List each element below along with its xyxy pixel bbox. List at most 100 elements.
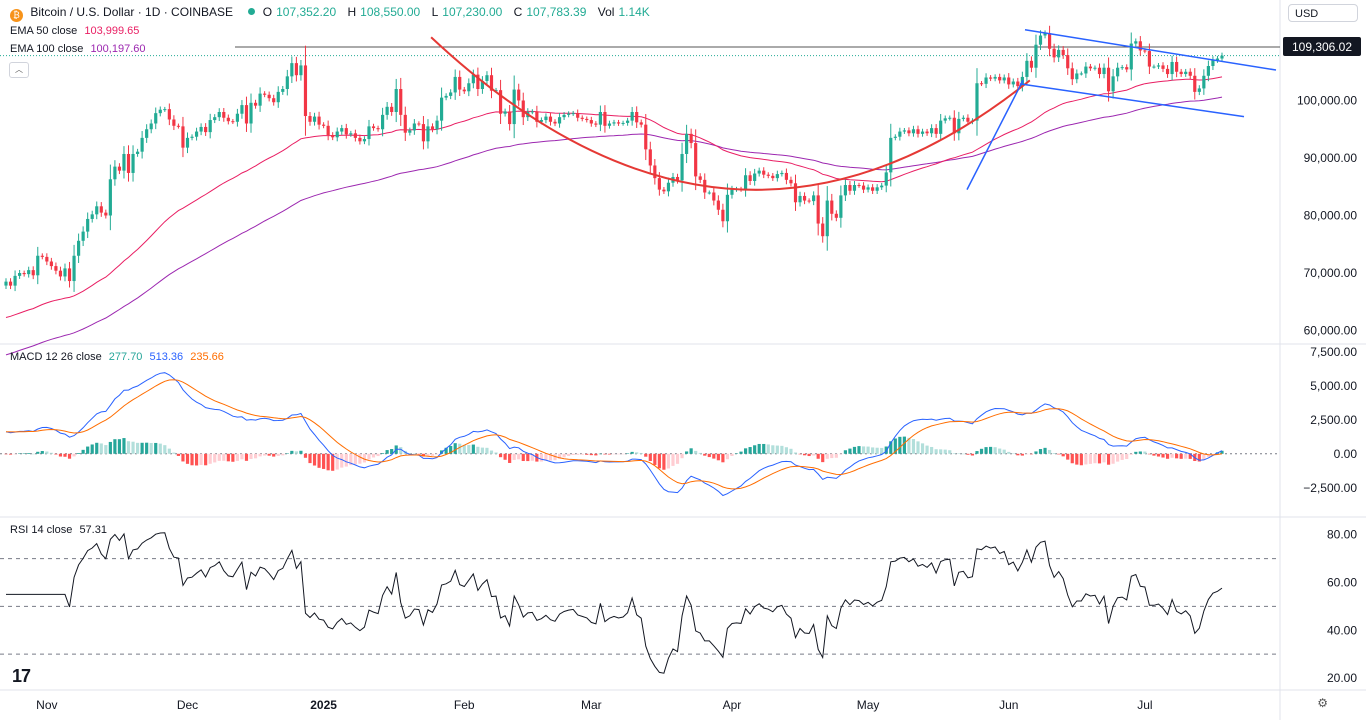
candle-body — [249, 102, 253, 124]
candle-body — [217, 112, 221, 118]
x-axis-label: Apr — [723, 698, 742, 712]
candle-body — [1170, 61, 1174, 75]
macd-histogram-bar — [140, 442, 144, 454]
candle-body — [861, 185, 866, 190]
macd-histogram-bar — [494, 452, 498, 454]
macd-histogram-bar — [930, 446, 934, 454]
candle-body — [208, 120, 212, 133]
candle-body — [1125, 67, 1129, 70]
macd-histogram-bar — [734, 453, 739, 454]
macd-histogram-bar — [1143, 451, 1147, 454]
candle-body — [911, 129, 916, 134]
macd-histogram-bar — [131, 441, 135, 454]
ema50-label: EMA 50 close — [10, 25, 78, 37]
macd-histogram-bar — [589, 453, 593, 456]
candle-body — [435, 120, 439, 130]
macd-histogram-bar — [512, 453, 516, 460]
macd-histogram-bar — [322, 453, 326, 469]
candle-body — [1120, 67, 1124, 69]
candle-body — [1052, 48, 1056, 58]
macd-histogram-bar — [263, 453, 267, 456]
macd-histogram-bar — [1220, 450, 1224, 454]
candle-body — [943, 118, 947, 121]
macd-histogram-bar — [476, 446, 480, 454]
macd-histogram-bar — [36, 451, 40, 454]
currency-select[interactable]: USD — [1288, 4, 1358, 22]
macd-legend[interactable]: MACD 12 26 close 277.70 513.36 235.66 — [10, 351, 228, 363]
macd-histogram-bar — [435, 453, 439, 455]
candle-body — [204, 126, 208, 133]
candle-body — [86, 218, 90, 232]
candle-body — [140, 137, 144, 152]
macd-histogram-bar — [90, 444, 94, 454]
macd-histogram-bar — [58, 453, 63, 457]
macd-histogram-bar — [966, 453, 970, 455]
ema100-legend[interactable]: EMA 100 close 100,197.60 — [10, 43, 150, 55]
macd-histogram-bar — [1116, 453, 1120, 462]
candle-body — [494, 90, 498, 92]
candle-body — [662, 189, 666, 192]
macd-histogram-bar — [81, 449, 85, 454]
macd-histogram-bar — [77, 452, 81, 454]
macd-histogram-bar — [585, 453, 589, 455]
candle-body — [190, 136, 194, 138]
candle-body — [1079, 73, 1083, 75]
macd-histogram-bar — [208, 453, 212, 464]
candle-body — [439, 97, 444, 121]
candle-body — [45, 256, 49, 262]
candle-body — [1025, 60, 1029, 77]
macd-histogram-bar — [934, 449, 938, 454]
candle-body — [371, 126, 376, 129]
macd-histogram-bar — [335, 453, 339, 470]
candle-body — [939, 120, 943, 134]
candle-body — [725, 194, 730, 222]
macd-histogram-bar — [1175, 453, 1179, 459]
x-axis-label: Nov — [36, 698, 57, 712]
macd-histogram-bar — [1152, 453, 1156, 456]
tradingview-logo[interactable]: 17 — [12, 666, 31, 686]
macd-histogram-bar — [939, 449, 943, 454]
price-tick-label: 80,000.00 — [1304, 209, 1358, 223]
ohlc-close: C 107,783.39 — [513, 5, 587, 19]
candle-body — [825, 200, 829, 237]
rsi-legend[interactable]: RSI 14 close 57.31 — [10, 524, 111, 536]
ema50-legend[interactable]: EMA 50 close 103,999.65 — [10, 25, 143, 37]
candle-body — [1156, 65, 1161, 67]
candle-body — [335, 131, 339, 138]
gear-icon[interactable]: ⚙ — [1317, 696, 1328, 710]
macd-histogram-bar — [1147, 453, 1151, 455]
candle-body — [240, 105, 244, 114]
macd-histogram-bar — [1120, 453, 1124, 460]
candle-body — [358, 137, 362, 142]
macd-histogram-bar — [190, 453, 194, 466]
macd-tick-label: 5,000.00 — [1310, 379, 1357, 393]
candle-body — [521, 100, 525, 118]
macd-histogram-bar — [798, 453, 802, 455]
candle-body — [793, 183, 798, 203]
macd-histogram-bar — [399, 447, 403, 454]
macd-histogram-bar — [1197, 453, 1201, 462]
macd-histogram-bar — [308, 453, 312, 464]
macd-histogram-bar — [412, 453, 416, 455]
x-axis-label: Jun — [999, 698, 1018, 712]
candle-body — [757, 170, 761, 174]
collapse-legend-button[interactable]: ︿ — [9, 62, 29, 78]
macd-histogram-bar — [648, 453, 652, 462]
candle-body — [698, 176, 702, 180]
macd-histogram-bar — [95, 442, 99, 454]
macd-histogram-bar — [344, 453, 348, 467]
candle-body — [1034, 44, 1038, 68]
candle-body — [784, 172, 789, 180]
macd-histogram-bar — [716, 453, 720, 461]
candle-body — [135, 151, 140, 154]
macd-histogram-bar — [99, 443, 103, 454]
macd-histogram-bar — [381, 453, 385, 454]
candle-body — [857, 185, 861, 187]
candle-body — [957, 118, 961, 134]
macd-histogram-bar — [998, 448, 1002, 454]
candle-body — [1061, 49, 1065, 56]
macd-histogram-bar — [1075, 453, 1079, 465]
macd-histogram-bar — [1165, 453, 1170, 459]
macd-histogram-bar — [526, 453, 530, 462]
